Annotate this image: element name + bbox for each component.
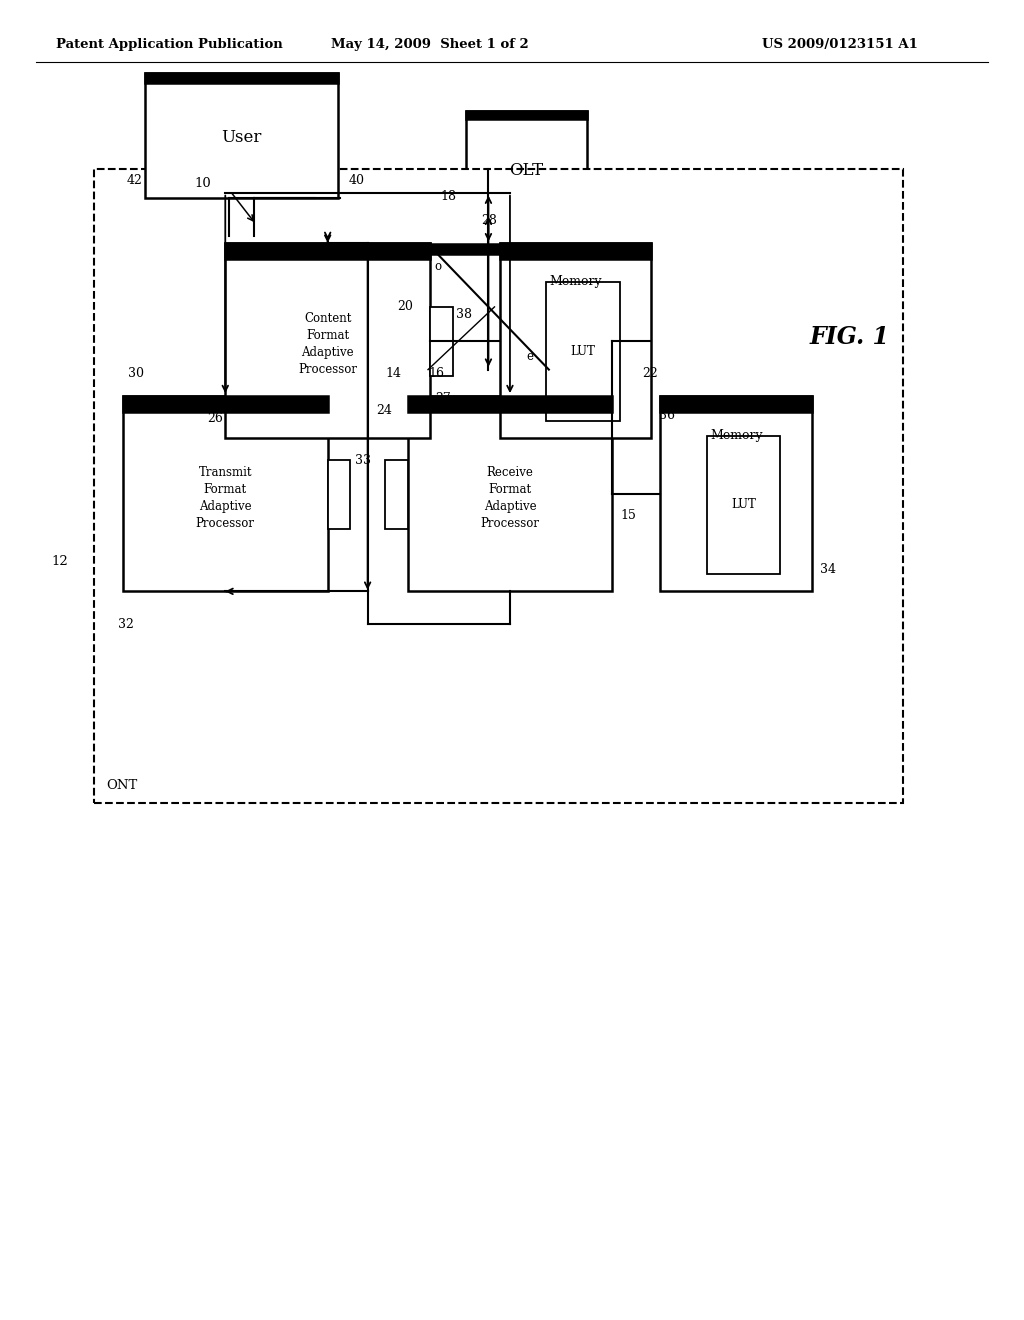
Text: Memory: Memory (549, 276, 602, 289)
Text: 42: 42 (127, 174, 143, 187)
Text: 38: 38 (456, 308, 472, 321)
Text: Transmit
Format
Adaptive
Processor: Transmit Format Adaptive Processor (196, 466, 255, 529)
Text: 36: 36 (659, 409, 676, 422)
Bar (408, 396, 612, 591)
Bar (466, 111, 587, 119)
Bar (707, 436, 780, 574)
Text: 10: 10 (195, 177, 211, 190)
Text: 34: 34 (820, 562, 837, 576)
Bar (145, 73, 338, 83)
Bar (428, 244, 549, 370)
Text: LUT: LUT (731, 499, 756, 511)
Text: ONT: ONT (106, 779, 138, 792)
Text: 40: 40 (348, 174, 365, 187)
Text: Patent Application Publication: Patent Application Publication (56, 38, 283, 51)
Bar (408, 396, 612, 412)
Bar (225, 243, 430, 438)
Text: 15: 15 (621, 510, 637, 523)
Text: FIG. 1: FIG. 1 (810, 325, 890, 348)
Text: 28: 28 (481, 214, 498, 227)
Text: 27: 27 (435, 392, 451, 404)
Text: 33: 33 (355, 454, 372, 466)
Text: 12: 12 (52, 556, 69, 569)
Bar (385, 461, 408, 529)
Text: 18: 18 (440, 190, 457, 203)
Text: May 14, 2009  Sheet 1 of 2: May 14, 2009 Sheet 1 of 2 (331, 38, 529, 51)
Bar (428, 244, 549, 255)
Text: 20: 20 (397, 301, 414, 313)
Text: 14: 14 (385, 367, 401, 380)
Text: OLT: OLT (509, 162, 544, 180)
Text: 22: 22 (642, 367, 657, 380)
Text: Receive
Format
Adaptive
Processor: Receive Format Adaptive Processor (480, 466, 540, 529)
Text: 24: 24 (376, 404, 392, 417)
Bar (328, 461, 350, 529)
Bar (660, 396, 812, 591)
Text: Memory: Memory (710, 429, 763, 442)
Bar (660, 396, 812, 412)
Bar (430, 308, 453, 376)
Text: 26: 26 (207, 412, 223, 425)
Text: e: e (526, 350, 534, 363)
Bar (123, 396, 328, 591)
Bar (94, 169, 903, 803)
Text: o: o (434, 260, 441, 273)
Text: 30: 30 (128, 367, 144, 380)
Bar (466, 111, 587, 214)
Text: 16: 16 (428, 367, 444, 380)
Text: LUT: LUT (570, 346, 595, 358)
Bar (123, 396, 328, 412)
Bar (500, 243, 651, 259)
Bar (145, 73, 338, 198)
Text: Content
Format
Adaptive
Processor: Content Format Adaptive Processor (298, 313, 357, 376)
Text: 32: 32 (118, 618, 134, 631)
Text: US 2009/0123151 A1: US 2009/0123151 A1 (762, 38, 918, 51)
Bar (500, 243, 651, 438)
Text: User: User (221, 129, 262, 147)
Bar (225, 243, 430, 259)
Bar (546, 282, 620, 421)
